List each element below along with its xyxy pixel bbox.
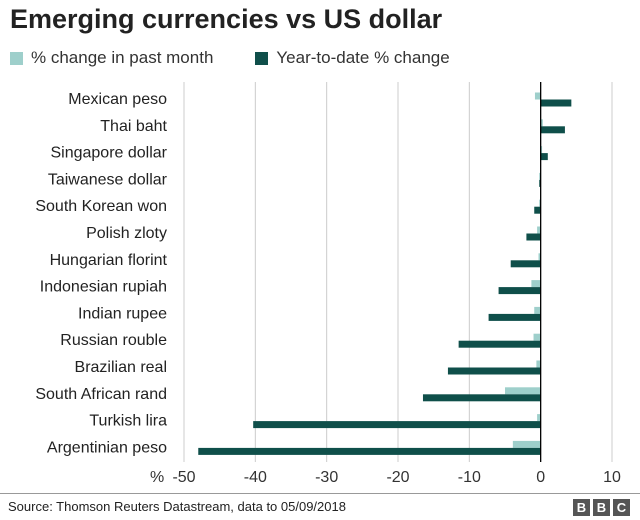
legend-item-month: % change in past month	[10, 48, 213, 68]
bar-month	[531, 280, 541, 288]
bar-ytd	[447, 367, 541, 375]
x-tick-label: 10	[603, 469, 621, 486]
x-tick-label: -40	[244, 469, 267, 486]
bbc-logo: B B C	[570, 499, 630, 516]
bar-month	[540, 146, 543, 154]
category-label: Indian rupee	[78, 305, 167, 322]
bar-ytd	[498, 287, 541, 295]
bar-month	[533, 333, 541, 341]
category-label: Singapore dollar	[50, 145, 167, 162]
legend: % change in past month Year-to-date % ch…	[10, 47, 492, 69]
bbc-logo-letter: B	[593, 499, 610, 516]
category-label: Mexican peso	[68, 91, 167, 108]
bar-ytd	[422, 394, 541, 402]
category-label: Thai baht	[100, 118, 167, 135]
category-label: Hungarian florint	[50, 252, 168, 269]
bar-month	[534, 92, 541, 100]
category-label: South African rand	[35, 386, 167, 403]
bar-ytd	[510, 260, 541, 268]
bar-month	[539, 199, 541, 207]
x-tick-label: -20	[386, 469, 409, 486]
category-label: Polish zloty	[86, 225, 167, 242]
bar-month	[505, 387, 541, 395]
chart-title: Emerging currencies vs US dollar	[10, 4, 443, 34]
bar-ytd	[198, 447, 541, 455]
bar-month	[512, 440, 541, 448]
x-tick-label: 0	[536, 469, 545, 486]
x-tick-label: -10	[458, 469, 481, 486]
legend-label-ytd: Year-to-date % change	[276, 48, 450, 67]
bbc-logo-letter: C	[613, 499, 630, 516]
x-tick-label: -30	[315, 469, 338, 486]
bar-month	[537, 226, 541, 234]
bar-ytd	[540, 99, 572, 107]
bar-ytd	[539, 179, 541, 187]
bar-month	[534, 306, 541, 314]
bar-ytd	[540, 153, 548, 161]
category-label: Turkish lira	[89, 413, 167, 430]
bar-ytd	[253, 421, 541, 429]
category-label: South Korean won	[35, 198, 167, 215]
x-axis-unit-label: %	[150, 469, 164, 486]
x-tick-label: -50	[172, 469, 195, 486]
legend-label-month: % change in past month	[31, 48, 214, 67]
bbc-logo-letter: B	[573, 499, 590, 516]
legend-swatch-ytd	[255, 51, 269, 65]
bar-ytd	[488, 313, 541, 321]
bar-ytd	[540, 126, 565, 134]
category-label: Indonesian rupiah	[40, 279, 167, 296]
bar-month	[538, 253, 541, 261]
category-label: Argentinian peso	[47, 439, 167, 456]
bar-month	[536, 360, 541, 368]
legend-swatch-month	[10, 51, 23, 65]
bar-month	[540, 119, 543, 127]
bar-month	[537, 414, 541, 422]
footer-divider	[0, 493, 640, 494]
category-label: Taiwanese dollar	[48, 171, 168, 188]
source-note: Source: Thomson Reuters Datastream, data…	[8, 499, 346, 514]
bar-ytd	[534, 206, 541, 214]
category-label: Russian rouble	[60, 332, 167, 349]
bar-month	[539, 172, 541, 180]
legend-item-ytd: Year-to-date % change	[255, 48, 450, 68]
bar-chart: -50 -40 -30 -20 -10 0 10% Mexican peso Thai baht…	[35, 82, 621, 486]
bar-ytd	[458, 340, 541, 348]
category-label: Brazilian real	[75, 359, 167, 376]
bar-ytd	[526, 233, 541, 241]
